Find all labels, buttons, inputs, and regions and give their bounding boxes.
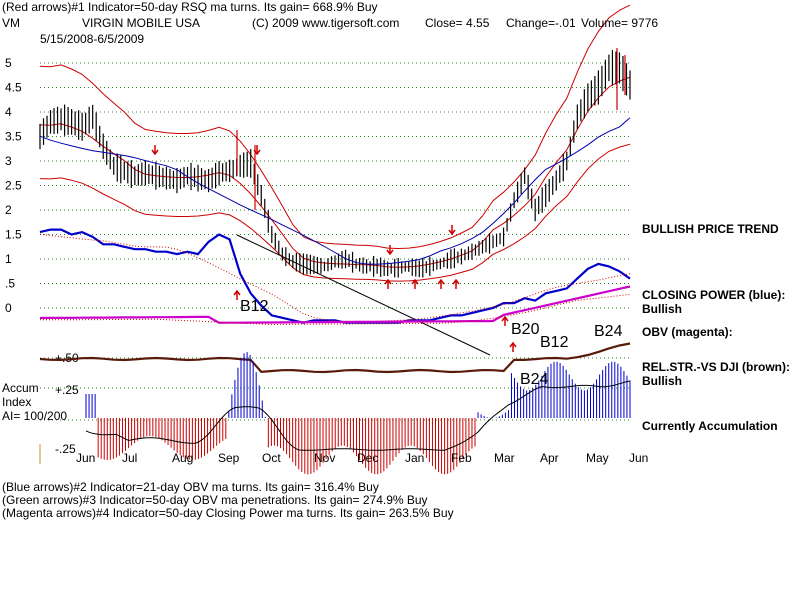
signal-annotation: B24 [594,323,623,340]
down-arrow [151,145,159,156]
price-tick-label: 2 [5,203,12,217]
accum-ma [85,380,631,451]
obv-label: OBV (magenta): [642,325,733,339]
price-tick-label: 1 [5,252,12,266]
price-tick-label: 3.5 [5,130,22,144]
arrow-head [448,229,456,236]
date-range: 5/15/2008-6/5/2009 [40,32,145,46]
price-tick-label: 2.5 [5,179,22,193]
moving-average-lines [39,117,631,356]
arrow-head [386,249,394,256]
month-label: Sep [218,451,240,465]
arrow-head [151,149,159,156]
price-tick-label: .5 [5,277,15,291]
price-tick-label: 1.5 [5,228,22,242]
closing-power-series [39,228,631,324]
price-change: Change=-.01 [506,16,576,30]
company-name: VIRGIN MOBILE USA [82,16,201,30]
month-label: Jan [405,451,424,465]
arrow-head [509,341,517,348]
ticker-symbol: VM [2,16,20,30]
price-tick-label: 4.5 [5,81,22,95]
relative-strength-state: Bullish [642,374,683,388]
middle-band [39,76,631,268]
month-axis-labels: Jun Jul Aug Sep Oct Nov Dec Jan Feb Mar Apr May Jun [76,451,648,465]
month-label: Oct [262,451,281,465]
arrow-head [501,315,509,322]
obv-line [39,285,631,326]
accum-tick-label: +.50 [55,351,79,365]
signal-annotation: B12 [540,334,569,351]
price-tick-label: 4 [5,105,12,119]
month-label: Dec [357,451,378,465]
down-arrow [253,145,261,156]
up-arrow [437,278,445,289]
obv-series [39,285,631,324]
price-tick-label: 5 [5,56,12,70]
price-bars [39,48,631,278]
accum-tick-label: -.25 [55,442,76,456]
arrow-head [437,278,445,285]
close-price: Close= 4.55 [425,16,490,30]
month-label: Aug [172,451,193,465]
arrow-head [384,278,392,285]
relative-strength-label: REL.STR.-VS DJI (brown): [642,360,790,374]
price-bands [39,4,631,282]
accum-label: Accum [2,381,39,395]
arrow-head [233,289,241,296]
month-label: Apr [540,451,559,465]
trendline [236,234,491,356]
blue-arrows-indicator: (Blue arrows)#2 Indicator=21-day OBV ma … [2,480,379,494]
month-label: Jun [76,451,95,465]
lower-band [39,143,631,282]
price-tick-label: 3 [5,154,12,168]
down-arrow [448,225,456,236]
magenta-arrows-indicator: (Magenta arrows)#4 Indicator=50-day Clos… [2,506,454,520]
month-label: Jun [629,451,648,465]
signal-annotation: B20 [511,321,540,338]
red-arrows-indicator: (Red arrows)#1 Indicator=50-day RSQ ma t… [2,0,378,14]
relative-strength-series [39,342,631,374]
accumulation-state: Currently Accumulation [642,419,778,433]
month-label: Feb [451,451,472,465]
up-arrow [452,278,460,289]
price-axis-ticks: 54.543.532.521.51.50+.50+.25-.25 [5,56,79,464]
up-arrow [233,289,241,300]
accumulation-histogram [85,352,631,475]
obv-ma [40,293,631,326]
closing-power-label: CLOSING POWER (blue): [642,288,786,302]
signal-annotation: B24 [520,371,549,388]
up-arrow [509,341,517,352]
up-arrow [384,278,392,289]
month-label: Mar [494,451,515,465]
volume: Volume= 9776 [581,16,659,30]
month-label: May [586,451,609,465]
arrow-head [253,149,261,156]
relative-strength-line [39,342,631,374]
price-tick-label: 0 [5,301,12,315]
green-arrows-indicator: (Green arrows)#3 Indicator=50-day OBV ma… [2,493,428,507]
index-label: Index [2,395,32,409]
ai-ratio: AI= 100/200 [2,409,68,423]
month-label: Jul [122,451,137,465]
signal-annotation: B12 [240,298,269,315]
trend-label: BULLISH PRICE TREND [642,222,779,236]
blue-moving-average [39,117,631,265]
copyright: (C) 2009 www.tigersoft.com [252,16,400,30]
down-arrow [386,245,394,256]
signal-arrows [151,145,517,352]
up-arrow [501,315,509,326]
up-arrow [411,278,419,289]
month-label: Nov [314,451,335,465]
closing-power-state: Bullish [642,302,683,316]
arrow-head [452,278,460,285]
accum-tick-label: +.25 [55,383,79,397]
arrow-head [411,278,419,285]
upper-band [39,4,631,250]
